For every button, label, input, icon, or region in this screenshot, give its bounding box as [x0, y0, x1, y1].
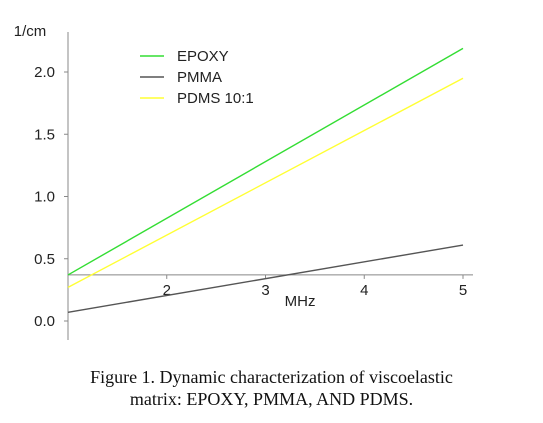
x-tick-label: 2 — [163, 282, 171, 299]
x-tick-label: 5 — [459, 282, 467, 299]
x-unit-label: MHz — [285, 293, 316, 310]
series-line-pdms-10-1 — [67, 77, 464, 289]
y-tick-label: 0.0 — [34, 313, 55, 330]
chart-axes: 0.0 0.5 1.0 1.5 2.0 1/cm 2 3 4 5 MHz — [14, 23, 473, 340]
series-line-epoxy — [67, 47, 464, 276]
figure-caption: Figure 1. Dynamic characterization of vi… — [0, 366, 543, 410]
y-tick-label: 0.5 — [34, 251, 55, 268]
legend-label: PDMS 10:1 — [177, 90, 254, 107]
chart-series — [67, 47, 464, 313]
caption-line-1: Figure 1. Dynamic characterization of vi… — [90, 367, 453, 387]
y-unit-label: 1/cm — [14, 23, 47, 40]
y-tick-label: 1.5 — [34, 126, 55, 143]
caption-line-2: matrix: EPOXY, PMMA, AND PDMS. — [129, 389, 414, 409]
y-tick-label: 2.0 — [34, 64, 55, 81]
x-tick-label: 3 — [261, 282, 269, 299]
x-tick-label: 4 — [360, 282, 368, 299]
legend-label: EPOXY — [177, 48, 229, 65]
series-line-pmma — [67, 244, 464, 313]
line-chart: 0.0 0.5 1.0 1.5 2.0 1/cm 2 3 4 5 MHz EPOXY PMMA PDMS… — [14, 23, 473, 340]
y-tick-label: 1.0 — [34, 189, 55, 206]
chart-legend: EPOXY PMMA PDMS 10:1 — [140, 48, 254, 107]
legend-label: PMMA — [177, 69, 222, 86]
